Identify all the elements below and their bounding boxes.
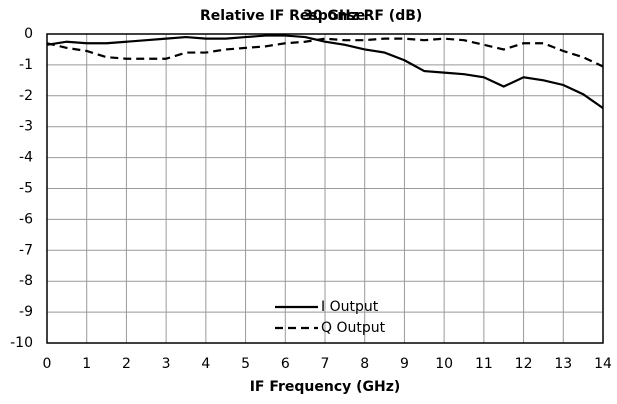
x-tick-label: 2 [122,356,131,372]
x-tick-label: 7 [321,356,330,372]
y-tick-label: -3 [19,119,33,135]
series-line [46,34,604,110]
y-tick-label: -8 [19,273,33,289]
x-tick-label: 10 [435,356,453,372]
x-tick-label: 9 [400,356,409,372]
x-tick-label: 12 [515,356,533,372]
y-tick-label: -10 [10,335,33,351]
legend-label: Q Output [321,320,386,336]
x-tick-label: 6 [281,356,290,372]
y-tick-label: 0 [24,26,33,42]
chart-title: Relative IF Response [200,8,365,24]
y-tick-label: -2 [19,88,33,104]
x-axis-label: IF Frequency (GHz) [250,379,401,395]
y-tick-label: -5 [19,181,33,197]
chart-subtitle: 30 GHz RF (dB) [303,8,422,24]
x-tick-label: 4 [201,356,210,372]
x-tick-label: 1 [82,356,91,372]
y-tick-label: -4 [19,150,33,166]
x-tick-label: 13 [554,356,572,372]
x-tick-label: 3 [162,356,171,372]
x-tick-label: 14 [594,356,612,372]
y-tick-label: -6 [19,211,33,227]
y-tick-label: -1 [19,57,33,73]
x-tick-label: 5 [241,356,250,372]
y-tick-label: -9 [19,304,33,320]
x-tick-label: 8 [360,356,369,372]
legend-label: I Output [321,299,379,315]
x-tick-label: 11 [475,356,493,372]
plot-frame [46,33,604,344]
y-tick-label: -7 [19,242,33,258]
series-line [46,37,604,68]
x-tick-label: 0 [43,356,52,372]
